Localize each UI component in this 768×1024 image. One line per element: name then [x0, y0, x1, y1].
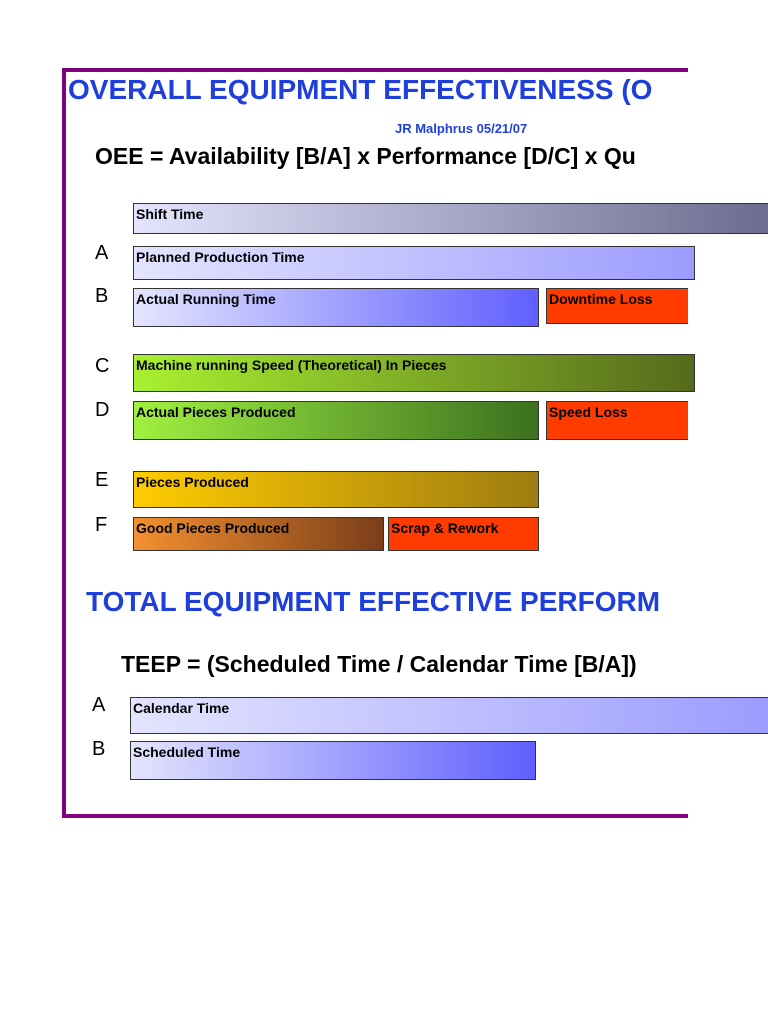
bar: Good Pieces Produced — [133, 517, 384, 551]
frame-border — [62, 814, 688, 818]
teep-title: TOTAL EQUIPMENT EFFECTIVE PERFORM — [86, 586, 661, 617]
teep-formula: TEEP = (Scheduled Time / Calendar Time [… — [121, 651, 637, 677]
row-letter: F — [95, 514, 108, 536]
row-letter: C — [95, 355, 110, 377]
bar: Pieces Produced — [133, 471, 539, 508]
bar: Speed Loss — [546, 401, 688, 440]
bar: Actual Pieces Produced — [133, 401, 539, 440]
bar: Calendar Time — [130, 697, 768, 734]
bar: Planned Production Time — [133, 246, 695, 280]
bar: Downtime Loss — [546, 288, 688, 324]
row-letter: B — [92, 738, 106, 760]
frame: OVERALL EQUIPMENT EFFECTIVENESS (O JR Ma… — [62, 68, 688, 818]
row-letter: E — [95, 469, 109, 491]
frame-border — [62, 68, 66, 818]
row-letter: A — [95, 242, 109, 264]
row-letter: B — [95, 285, 109, 307]
bar: Machine running Speed (Theoretical) In P… — [133, 354, 695, 392]
author: JR Malphrus 05/21/07 — [395, 121, 528, 136]
row-letter: A — [92, 694, 106, 716]
formula: OEE = Availability [B/A] x Performance [… — [95, 143, 636, 169]
bar: Actual Running Time — [133, 288, 539, 327]
bar: Scheduled Time — [130, 741, 536, 780]
row-letter: D — [95, 399, 110, 421]
frame-border — [62, 68, 688, 72]
bar: Scrap & Rework — [388, 517, 539, 551]
title: OVERALL EQUIPMENT EFFECTIVENESS (O — [68, 74, 653, 105]
bar: Shift Time — [133, 203, 768, 234]
